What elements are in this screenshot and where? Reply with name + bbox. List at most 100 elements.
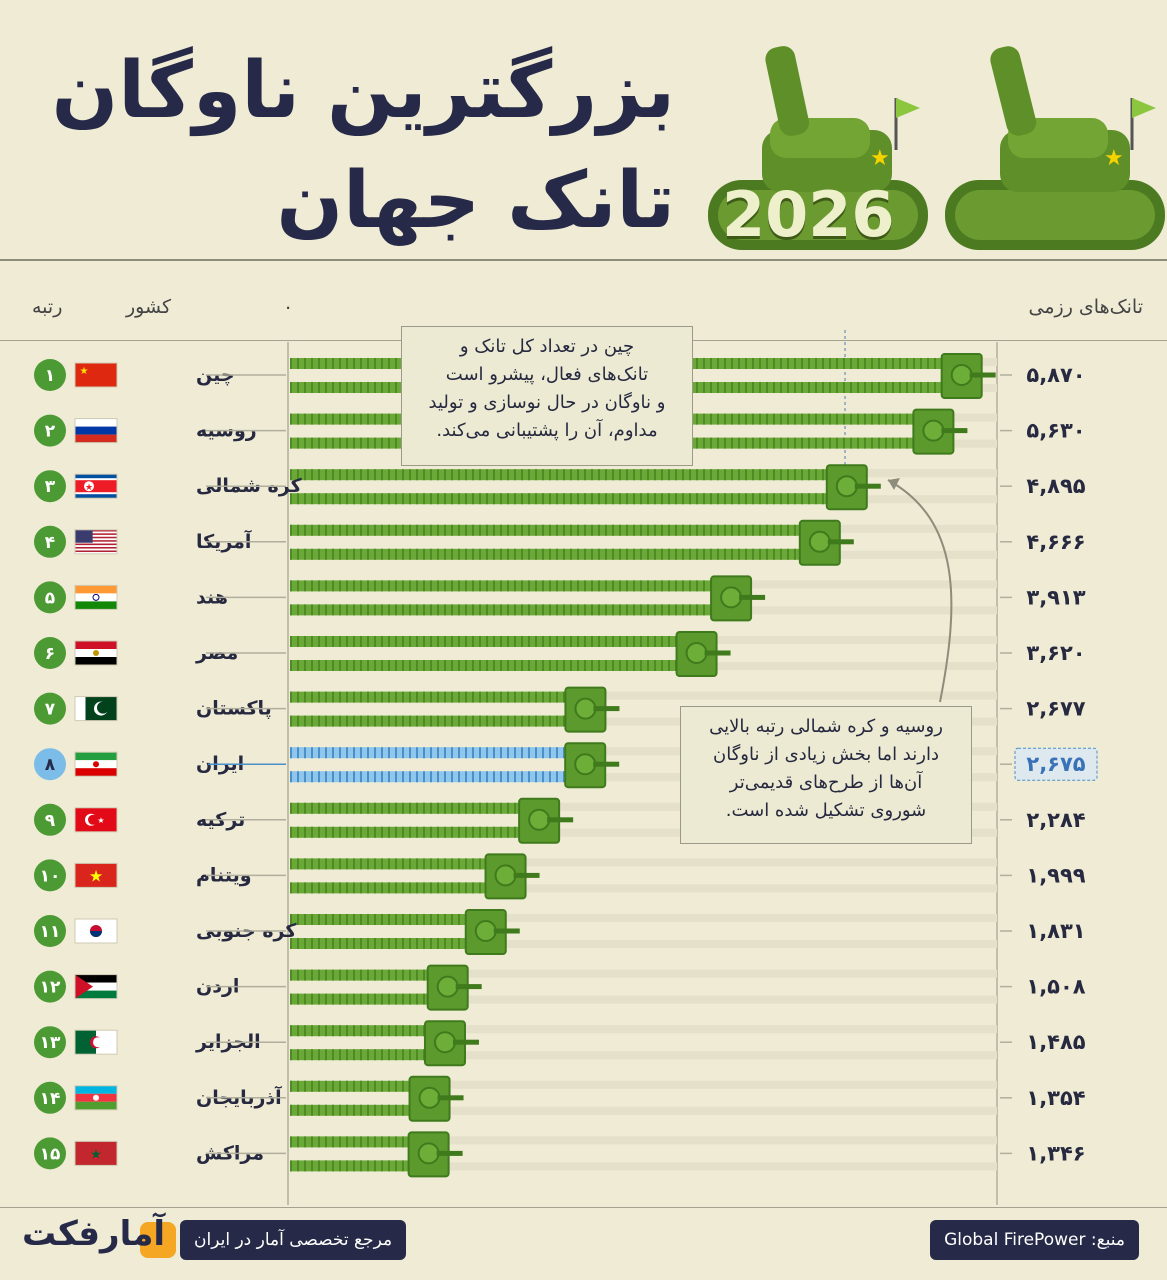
rank-label: ۳	[45, 477, 56, 497]
bar-track	[290, 914, 997, 922]
flag-china: ★	[74, 362, 118, 388]
bar	[290, 1080, 430, 1092]
flag-algeria	[74, 1029, 118, 1055]
value-label: ۳,۹۱۳	[1026, 585, 1085, 609]
tank-barrel	[547, 817, 574, 823]
rank-label: ۷	[45, 700, 56, 720]
flag-border	[74, 1029, 118, 1055]
flag-part	[75, 418, 117, 427]
rank-badge	[34, 1026, 66, 1059]
flag-part	[75, 548, 117, 551]
bar-track	[290, 1136, 997, 1145]
bar	[290, 802, 540, 814]
value-label: ۱,۸۳۱	[1026, 919, 1085, 943]
value-label: ۱,۴۸۵	[1026, 1030, 1085, 1054]
flag-pakistan	[74, 696, 118, 722]
flag-part	[75, 426, 117, 435]
rank-label: ۱۳	[40, 1033, 61, 1053]
value-label: ۱,۳۵۴	[1026, 1086, 1085, 1110]
tank-turret	[417, 1142, 440, 1165]
value-label: ۴,۸۹۵	[1026, 474, 1085, 498]
flag-part	[75, 593, 117, 602]
tank-barrel	[513, 872, 540, 878]
flag-morocco: ★	[74, 1140, 118, 1166]
tank-turret	[436, 975, 459, 998]
flag-part	[75, 480, 117, 493]
value-label: ۱,۵۰۸	[1026, 975, 1085, 999]
bar	[290, 1104, 430, 1116]
column-header-rank: رتبه	[32, 296, 63, 318]
flag-part	[75, 1085, 117, 1094]
flag-part	[75, 540, 117, 542]
year-label: 2026	[722, 178, 895, 251]
tank-turret	[494, 864, 517, 887]
rank-label: ۱۲	[40, 978, 61, 998]
flag-part	[96, 1030, 117, 1055]
tank-turret	[474, 920, 497, 942]
flag-part	[90, 931, 102, 937]
rank-badge	[34, 414, 66, 447]
bar	[290, 826, 540, 838]
flag-south-korea	[74, 918, 118, 944]
value-label: ۲,۲۸۴	[1026, 808, 1085, 832]
flag-part	[75, 543, 117, 546]
flag-part	[75, 536, 117, 539]
country-label: آمریکا	[196, 529, 252, 553]
flag-part	[75, 546, 117, 549]
tank-turret	[574, 753, 597, 776]
rank-label: ۱۱	[40, 922, 61, 942]
column-header-country: کشور	[126, 296, 171, 318]
tank-illustration-right: ★	[945, 46, 1165, 250]
tagline: مرجع تخصصی آمار در ایران	[180, 1220, 407, 1260]
source-label: منبع: Global FirePower	[930, 1220, 1139, 1260]
bar-track	[290, 969, 997, 978]
tank-barrel	[436, 1150, 463, 1156]
bar	[290, 493, 847, 505]
flag-border	[74, 362, 118, 388]
bar	[290, 604, 732, 616]
tank-turret	[922, 419, 945, 442]
value-label: ۵,۶۳۰	[1026, 419, 1085, 443]
flag-part	[75, 363, 117, 387]
tank-turret	[574, 697, 597, 720]
chart-title-line1: بزرگترین ناوگان	[51, 46, 676, 136]
flag-part	[75, 990, 117, 999]
flag-part	[75, 641, 117, 649]
footer-divider	[0, 1207, 1167, 1208]
flag-part	[75, 585, 117, 594]
flag-border	[74, 584, 118, 610]
flag-border	[74, 1140, 118, 1166]
tank-barrel	[827, 539, 854, 545]
flag-part	[75, 550, 117, 553]
rank-badge	[34, 748, 66, 781]
value-highlight-box	[1014, 747, 1098, 781]
flag-border	[74, 473, 118, 499]
rank-badge	[34, 1137, 66, 1170]
flag-part: ★	[90, 1147, 102, 1162]
rank-badge	[34, 803, 66, 836]
bar-track	[290, 884, 997, 893]
flag-part	[75, 1101, 117, 1110]
tank-illustration-left: ★	[708, 46, 928, 250]
brand-logo: آمارفکت	[22, 1214, 166, 1254]
rank-label: ۱۴	[40, 1089, 61, 1109]
bar-track	[290, 717, 997, 726]
flag-part	[75, 982, 117, 991]
rank-badge	[34, 970, 66, 1003]
flag-border	[74, 418, 118, 444]
flag-part: ★	[89, 866, 103, 885]
annotation-arrow-head	[888, 478, 900, 490]
flag-part	[93, 1094, 99, 1101]
rank-badge	[34, 859, 66, 892]
rank-badge	[34, 525, 66, 558]
logo-icon	[140, 1222, 176, 1258]
rank-badge	[34, 915, 66, 947]
tank-barrel	[969, 372, 996, 378]
value-label: ۳,۶۲۰	[1026, 641, 1085, 665]
tank-turret	[685, 642, 708, 664]
header-divider	[0, 259, 1167, 261]
flag-egypt	[74, 640, 118, 666]
flag-part	[75, 974, 93, 999]
bar-track	[290, 1051, 997, 1060]
